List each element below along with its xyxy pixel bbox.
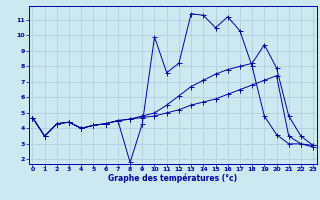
X-axis label: Graphe des températures (°c): Graphe des températures (°c): [108, 174, 237, 183]
